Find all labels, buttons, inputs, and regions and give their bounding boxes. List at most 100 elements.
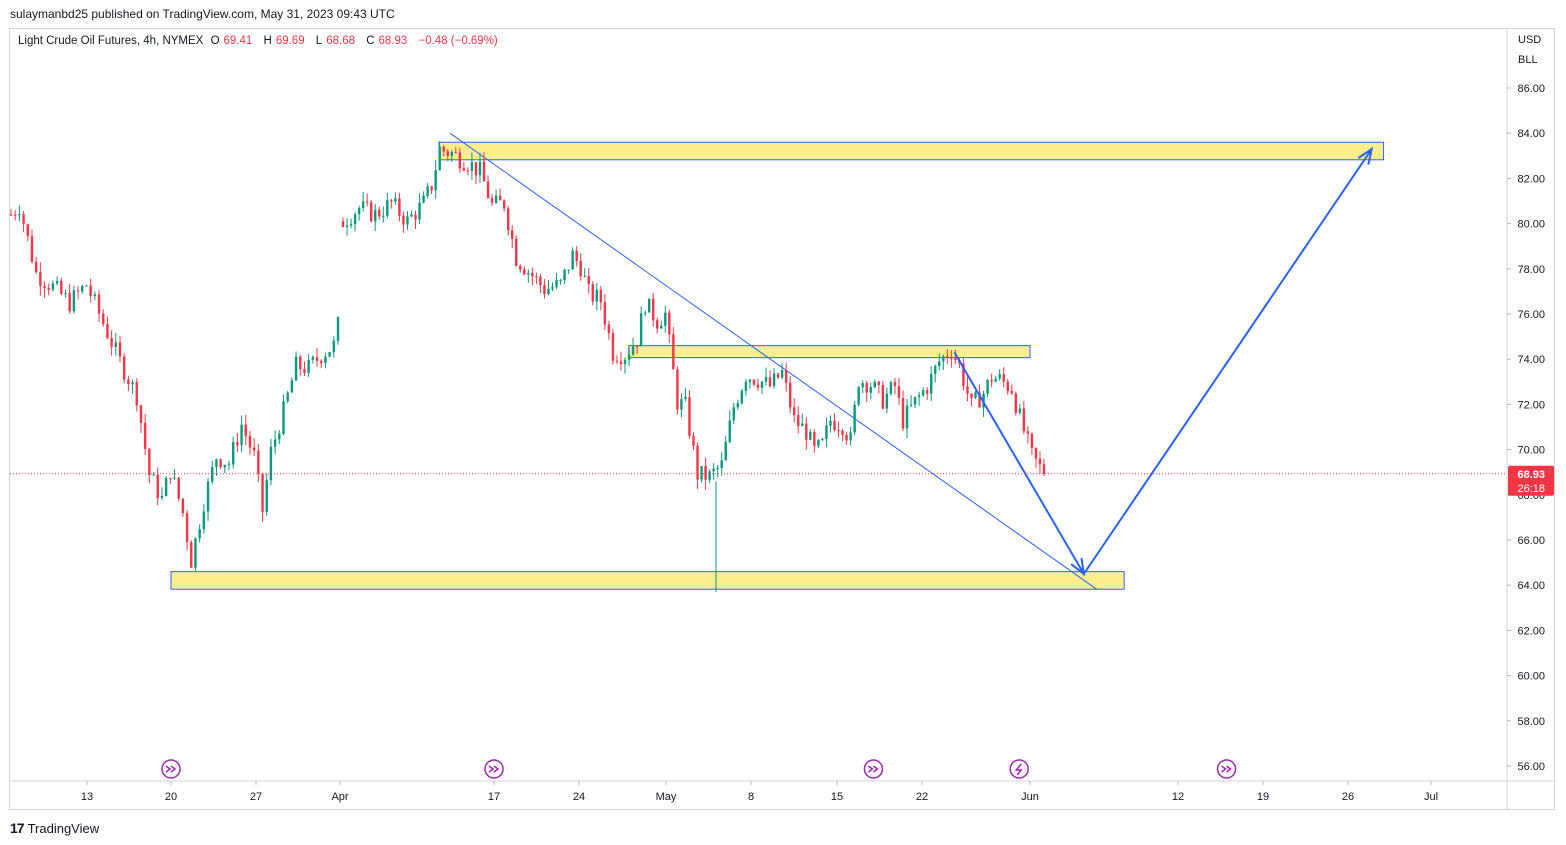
candle-body (244, 424, 247, 437)
candle-body (410, 214, 413, 217)
candle-body (724, 442, 727, 461)
candle-body (861, 383, 864, 388)
candle-body (837, 429, 840, 431)
candle-body (418, 202, 421, 220)
candle-body (950, 358, 953, 360)
time-tick-label: 8 (748, 791, 754, 803)
candle-body (990, 379, 993, 382)
candle-body (1014, 393, 1017, 413)
candle-body (885, 393, 889, 409)
candle-body (307, 359, 310, 373)
candle-body (286, 392, 289, 402)
candle-body (81, 286, 84, 292)
candle-body (639, 313, 643, 347)
candle-body (110, 338, 113, 347)
candle-body (227, 464, 231, 466)
candle-body (152, 474, 155, 476)
candle-body (320, 360, 323, 364)
candle-body (273, 439, 277, 447)
candle-body (784, 369, 788, 383)
candle-body (13, 214, 17, 216)
candle-body (801, 423, 804, 427)
flash-event-icon[interactable] (1009, 759, 1029, 779)
candle-body (43, 285, 46, 288)
candle-body (664, 312, 667, 326)
candle-body (64, 293, 67, 295)
candle-body (974, 392, 977, 398)
candle-body (917, 395, 921, 397)
candle-body (177, 477, 180, 499)
candle-body (897, 386, 901, 398)
candle-body (139, 405, 143, 423)
trendline[interactable] (449, 132, 1098, 591)
candle-body (551, 286, 554, 289)
candle-body (631, 346, 635, 355)
projection-arrowhead-up (1357, 146, 1374, 165)
candle-body (752, 379, 756, 385)
candle-body (595, 289, 599, 302)
candle-body (9, 214, 13, 216)
candle-body (829, 420, 832, 426)
tradingview-logo-icon: 17 (10, 820, 25, 836)
candle-body (127, 379, 130, 385)
candle-body (966, 386, 969, 394)
candle-body (611, 333, 615, 361)
candle-body (821, 438, 824, 440)
candle-body (240, 424, 243, 446)
legend-open: 69.41 (223, 35, 253, 47)
candle-body (269, 446, 273, 481)
candle-body (764, 377, 768, 382)
candle-body (294, 356, 298, 381)
candle-body (390, 200, 393, 202)
candle-body (93, 294, 97, 297)
candle-body (257, 450, 260, 474)
candle-body (603, 302, 607, 325)
candle-body (185, 513, 189, 543)
candle-body (869, 386, 872, 393)
candle-body (114, 342, 118, 347)
candle-body (190, 542, 193, 568)
candle-body (361, 201, 365, 208)
candle-body (76, 290, 80, 292)
candle-body (315, 357, 319, 361)
candle-body (406, 216, 409, 225)
candle-body (236, 442, 239, 446)
candle-body (849, 432, 852, 441)
candle-body (688, 397, 691, 436)
candle-body (482, 161, 486, 182)
candle-body (672, 334, 675, 370)
candle-body (760, 381, 764, 388)
candle-body (341, 221, 345, 227)
candle-body (772, 373, 776, 387)
legend-change: −0.48 (−0.69%) (418, 35, 498, 47)
candle-body (494, 195, 498, 203)
projection-path[interactable] (953, 148, 1373, 576)
price-tick-label: 70.00 (1517, 445, 1545, 457)
candle-body (921, 390, 925, 396)
support-resistance-zone[interactable] (170, 571, 1125, 590)
support-resistance-zone[interactable] (438, 141, 1385, 161)
candle-body (998, 374, 1001, 379)
candle-body (328, 352, 331, 357)
candle-body (700, 466, 703, 480)
candle-body (1006, 381, 1009, 391)
candle-body (198, 529, 201, 539)
candle-body (215, 459, 218, 468)
candle-body (587, 276, 590, 285)
price-tick-label: 76.00 (1517, 309, 1545, 321)
candle-body (223, 464, 227, 468)
price-tick-label: 78.00 (1517, 264, 1545, 276)
candle-body (148, 448, 151, 476)
legend-high: 69.69 (275, 35, 305, 47)
brand-footer[interactable]: 17 TradingView (10, 820, 99, 836)
candle-body (345, 225, 349, 227)
candle-body (278, 433, 281, 440)
candle-body (426, 186, 429, 196)
candle-body (793, 407, 796, 416)
time-tick-label: 20 (165, 791, 177, 803)
candle-body (833, 420, 836, 430)
candle-body (635, 346, 639, 348)
support-resistance-zone[interactable] (628, 345, 1031, 359)
candle-body (68, 293, 71, 312)
